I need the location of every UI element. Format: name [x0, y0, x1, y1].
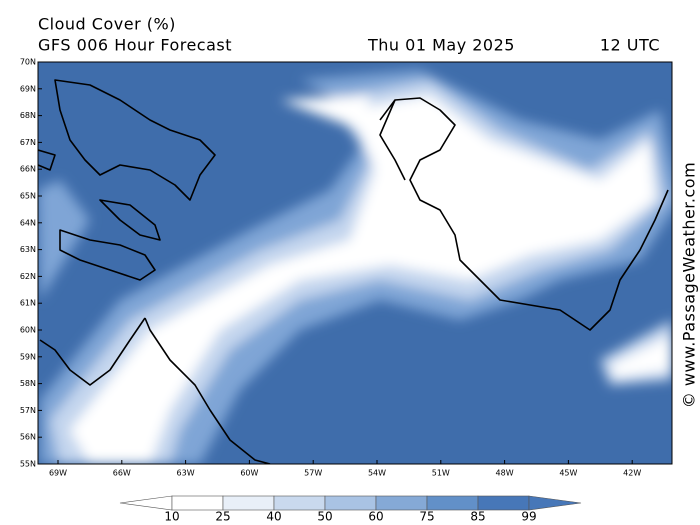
colorbar-label: 99 [521, 510, 536, 524]
lat-label: 63N [20, 245, 36, 254]
colorbar-label: 75 [419, 510, 434, 524]
title: Cloud Cover (%) [38, 15, 176, 34]
lon-label: 45W [559, 469, 577, 478]
time: 12 UTC [600, 36, 660, 55]
lat-label: 69N [20, 84, 36, 93]
colorbar-label: 60 [368, 510, 383, 524]
lat-label: 62N [20, 272, 36, 281]
colorbar-label: 50 [317, 510, 332, 524]
map-frame [37, 61, 673, 465]
colorbar-bin [273, 495, 326, 511]
lat-label: 56N [20, 433, 36, 442]
lat-label: 60N [20, 326, 36, 335]
colorbar-bin [324, 495, 377, 511]
lat-labels: 70N 69N 68N 67N 66N 65N 64N 63N 62N 61N 60N 59N 58N 5… [20, 58, 42, 469]
colorbar-bin [477, 495, 530, 511]
colorbar-bin [375, 495, 428, 511]
colorbar-high [528, 495, 582, 511]
colorbar-bin [222, 495, 275, 511]
lon-label: 42W [623, 469, 641, 478]
subtitle: GFS 006 Hour Forecast [38, 36, 232, 55]
colorbar-bin [426, 495, 479, 511]
lon-label: 48W [496, 469, 514, 478]
colorbar-label: 40 [266, 510, 281, 524]
lat-label: 59N [20, 352, 36, 361]
lon-label: 57W [304, 469, 322, 478]
lon-label: 66W [113, 469, 131, 478]
colorbar-label: 85 [470, 510, 485, 524]
lat-label: 64N [20, 218, 36, 227]
colorbar-bin [171, 495, 224, 511]
lon-labels: 69W 66W 63W 60W 57W 54W 51W 48W 45W 42W [49, 460, 641, 478]
lat-label: 68N [20, 111, 36, 120]
colorbar-label: 10 [164, 510, 179, 524]
lon-label: 60W [240, 469, 258, 478]
lat-label: 66N [20, 165, 36, 174]
lat-label: 58N [20, 379, 36, 388]
lon-label: 54W [368, 469, 386, 478]
lat-label: 55N [20, 460, 36, 469]
date: Thu 01 May 2025 [367, 36, 515, 55]
colorbar-label: 25 [215, 510, 230, 524]
lat-label: 61N [20, 299, 36, 308]
lon-label: 51W [432, 469, 450, 478]
lon-label: 69W [49, 469, 67, 478]
lat-label: 67N [20, 138, 36, 147]
lat-label: 57N [20, 406, 36, 415]
lat-label: 65N [20, 192, 36, 201]
colorbar-low [119, 495, 173, 511]
credit: © www.PassageWeather.com [680, 162, 699, 408]
colorbar: 10 25 40 50 60 75 85 99 [119, 495, 582, 524]
map [38, 62, 672, 464]
lat-label: 70N [20, 58, 36, 67]
lon-label: 63W [177, 469, 195, 478]
